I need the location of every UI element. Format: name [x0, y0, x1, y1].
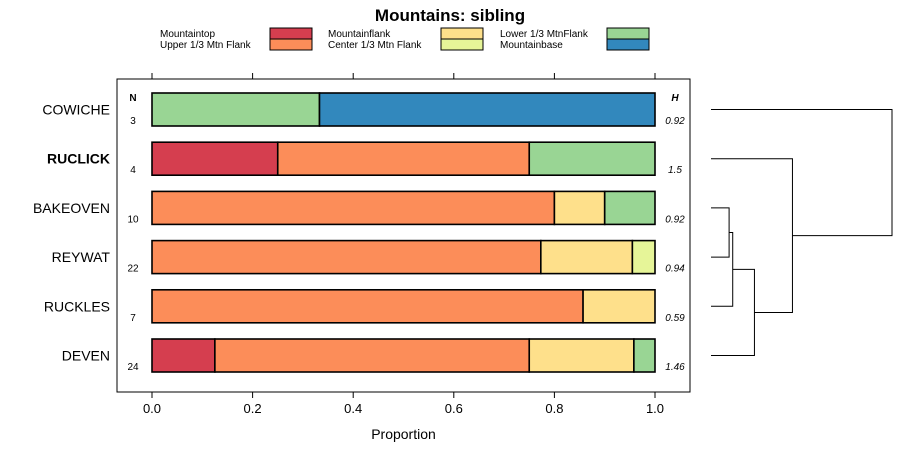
x-tick-label: 0.4	[344, 401, 362, 416]
h-value: 1.5	[668, 165, 682, 176]
h-value: 0.59	[665, 313, 685, 324]
bar-segment-lower	[151, 92, 321, 127]
legend-label-base: Mountainbase	[500, 40, 563, 51]
bar-segment-upper	[276, 141, 531, 176]
legend-swatch-center	[440, 38, 484, 51]
bar-segment-mountaintop	[151, 338, 216, 373]
h-value: 0.94	[665, 264, 685, 275]
x-tick-label: 0.0	[143, 401, 161, 416]
legend-label-center: Center 1/3 Mtn Flank	[328, 40, 422, 51]
x-tick-label: 0.2	[244, 401, 262, 416]
plot-frame	[116, 78, 691, 393]
row-label: RUCLICK	[47, 151, 110, 167]
h-value: 0.92	[665, 116, 685, 127]
x-axis-title: Proportion	[371, 426, 436, 442]
legend-swatch-upper	[269, 38, 313, 51]
row-label: REYWAT	[52, 249, 111, 265]
n-value: 10	[127, 214, 139, 225]
x-tick-label: 0.6	[445, 401, 463, 416]
n-value: 24	[127, 362, 139, 373]
row-label: RUCKLES	[44, 298, 110, 314]
chart-title: Mountains: sibling	[375, 6, 525, 25]
bar-segment-lower	[633, 338, 656, 373]
dendrogram	[711, 109, 893, 356]
legend-swatch-flank	[440, 27, 484, 40]
bar-segment-upper	[214, 338, 531, 373]
row-label: COWICHE	[42, 102, 110, 118]
bar-segment-flank	[582, 288, 656, 324]
h-value: 0.92	[665, 214, 685, 225]
legend-swatch-lower	[606, 27, 650, 40]
bar-segment-upper	[151, 239, 542, 275]
bar-segment-base	[318, 92, 656, 127]
row-label: BAKEOVEN	[33, 200, 110, 216]
x-tick-label: 1.0	[646, 401, 664, 416]
dendrogram-branch	[711, 109, 893, 237]
x-tick-label: 0.8	[545, 401, 563, 416]
bar-rows: COWICHE 3 0.92 RUCLICK 4 1.5 BAKEOVEN 10 0.92 REY…	[33, 92, 685, 373]
bar-segment-flank	[528, 338, 635, 373]
bar-segment-upper	[151, 190, 556, 226]
n-value: 4	[130, 165, 136, 176]
bar-segment-lower	[528, 141, 656, 176]
legend-label-upper: Upper 1/3 Mtn Flank	[160, 40, 252, 51]
h-value: 1.46	[665, 362, 685, 373]
bar-segment-upper	[151, 288, 584, 324]
n-column-header: N	[129, 93, 136, 104]
bar-segment-flank	[553, 190, 606, 226]
row-label: DEVEN	[62, 348, 110, 364]
legend-swatch-base	[606, 38, 650, 51]
h-column-header: H	[671, 93, 679, 104]
bar-segment-lower	[603, 190, 656, 226]
bar-segment-flank	[540, 239, 634, 275]
dendrogram-branch	[711, 158, 793, 313]
bar-segment-mountaintop	[151, 141, 279, 176]
bar-segment-center	[631, 239, 656, 275]
n-value: 22	[127, 264, 139, 275]
legend-label-lower: Lower 1/3 MtnFlank	[500, 29, 589, 40]
legend-label-mountaintop: Mountaintop	[160, 29, 215, 40]
dendrogram-branch	[711, 207, 730, 258]
x-axis: 0.0 0.2 0.4 0.6 0.8 1.0	[143, 73, 664, 416]
legend-label-flank: Mountainflank	[328, 29, 391, 40]
legend-swatch-mountaintop	[269, 27, 313, 40]
n-value: 7	[130, 313, 136, 324]
n-value: 3	[130, 116, 136, 127]
